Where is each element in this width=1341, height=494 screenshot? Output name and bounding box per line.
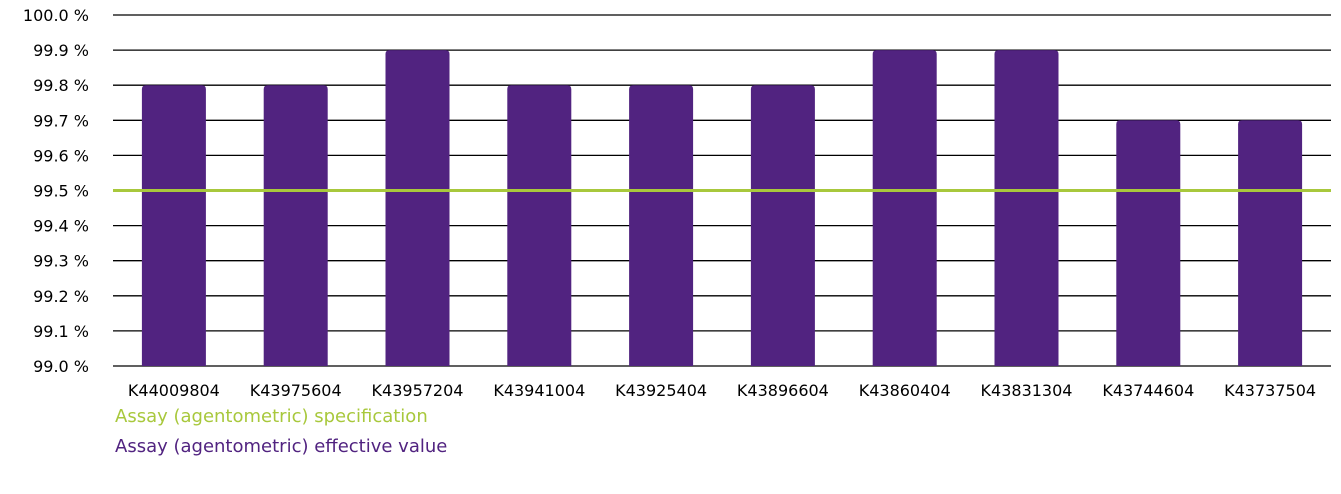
y-tick-label: 99.2 % [33, 287, 89, 306]
y-tick-labels: 99.0 % 99.1 % 99.2 % 99.3 % 99.4 % 99.5 % 99.6… [23, 6, 89, 376]
x-tick-label: K43744604 [1102, 381, 1194, 400]
bars [141, 50, 1303, 366]
bar-k43896604 [750, 85, 815, 366]
bar-k44009804 [141, 85, 206, 366]
x-tick-label: K43975604 [250, 381, 342, 400]
y-tick-label: 99.0 % [33, 357, 89, 376]
x-tick-label: K43831304 [981, 381, 1073, 400]
y-tick-label: 99.3 % [33, 252, 89, 271]
y-tick-label: 99.7 % [33, 111, 89, 130]
bar-k43957204 [385, 50, 450, 366]
legend-item-effective-value: Assay (agentometric) effective value [115, 436, 448, 457]
y-tick-label: 99.8 % [33, 76, 89, 95]
y-tick-label: 99.6 % [33, 146, 89, 165]
bar-k43975604 [263, 85, 328, 366]
bar-k43744604 [1116, 120, 1181, 366]
bar-k43831304 [994, 50, 1059, 366]
y-tick-label: 99.4 % [33, 217, 89, 236]
x-tick-label: K43925404 [615, 381, 707, 400]
bar-k43925404 [629, 85, 694, 366]
bar-k43941004 [507, 85, 572, 366]
y-tick-label: 99.9 % [33, 41, 89, 60]
bar-k43860404 [872, 50, 937, 366]
y-tick-label: 100.0 % [23, 6, 89, 25]
legend-item-specification: Assay (agentometric) specification [115, 406, 428, 427]
y-tick-label: 99.1 % [33, 322, 89, 341]
x-tick-label: K43737504 [1224, 381, 1316, 400]
chart-canvas: 99.0 % 99.1 % 99.2 % 99.3 % 99.4 % 99.5 % 99.6… [23, 6, 1331, 400]
x-tick-label: K44009804 [128, 381, 220, 400]
x-tick-label: K43860404 [859, 381, 951, 400]
x-tick-label: K43941004 [493, 381, 585, 400]
x-tick-label: K43957204 [372, 381, 464, 400]
x-tick-labels: K44009804 K43975604 K43957204 K43941004 K439… [128, 381, 1316, 400]
bar-k43737504 [1238, 120, 1303, 366]
x-tick-label: K43896604 [737, 381, 829, 400]
legend: Assay (agentometric) specification Assay… [115, 402, 447, 462]
y-tick-label: 99.5 % [33, 182, 89, 201]
